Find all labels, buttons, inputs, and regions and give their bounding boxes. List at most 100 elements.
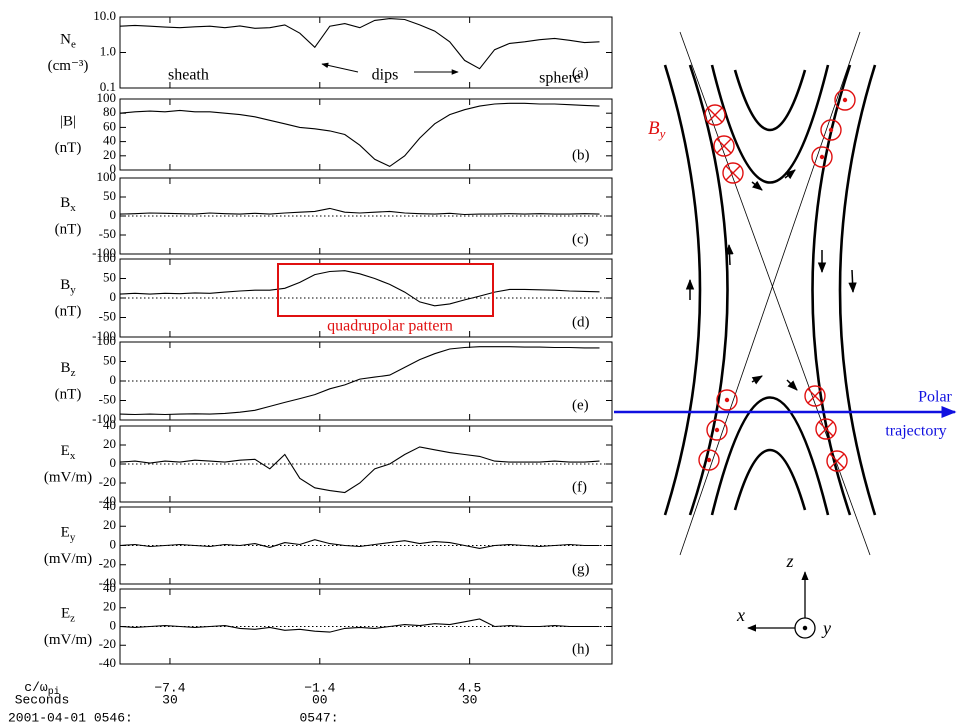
out-of-page-symbol (811, 146, 833, 168)
y-tick-label: 40 (103, 580, 116, 595)
panel-label: (c) (572, 231, 589, 247)
axis-symbol: z (785, 551, 793, 571)
data-line (119, 618, 600, 633)
field-line (688, 64, 729, 516)
panel-label: (g) (572, 561, 590, 577)
y-tick-label: 0 (110, 207, 117, 222)
y-tick-label: 0 (110, 372, 117, 387)
norm-label-sub: pi (48, 686, 60, 698)
field-line (710, 64, 830, 184)
panel-label: (f) (572, 479, 587, 495)
out-of-page-symbol (698, 449, 720, 471)
data-line (119, 102, 600, 168)
y-tick-label: 0.1 (100, 79, 116, 94)
y-tick-label: 20 (103, 436, 116, 451)
y-tick-label: 40 (103, 133, 116, 148)
into-page-symbol (804, 385, 826, 407)
y-tick-label: 20 (103, 599, 116, 614)
y-tick-label: 80 (103, 104, 116, 119)
y-tick-label: -20 (99, 556, 116, 571)
separatrix (679, 31, 861, 556)
y-tick-label: -50 (99, 226, 116, 241)
annotation: sphere (539, 70, 581, 87)
y-axis-symbol (794, 617, 816, 639)
y-tick-label: 1.0 (100, 43, 116, 58)
data-line (119, 207, 600, 216)
y-tick-label: -50 (99, 391, 116, 406)
y-axis-unit: (mV/m) (44, 551, 92, 567)
y-axis-unit: (nT) (55, 386, 82, 402)
data-line (119, 270, 600, 307)
out-of-page-symbol (834, 89, 856, 111)
y-tick-label: -20 (99, 636, 116, 651)
annotation: sheath (168, 67, 209, 84)
panel-label: (a) (572, 65, 589, 81)
panel-frame (119, 425, 613, 503)
y-axis-label: Ez (61, 606, 75, 624)
x-tick-label: 30 (162, 692, 178, 707)
out-of-page-symbol (820, 119, 842, 141)
y-axis-unit: (nT) (55, 221, 82, 237)
y-tick-label: 0 (110, 536, 117, 551)
y-axis-label-main: E (61, 606, 70, 622)
date-label: 2001-04-01 0546: (8, 710, 133, 725)
y-axis-label: Ey (61, 525, 76, 543)
field-label-main: B (648, 118, 660, 139)
y-axis-label-main: B (60, 195, 70, 211)
into-page-symbol (722, 162, 744, 184)
y-axis-label: Ex (61, 443, 76, 461)
panel-label: (e) (572, 397, 589, 413)
annotation: dips (372, 67, 399, 84)
flow-arrow (725, 243, 734, 266)
field-label: By (648, 118, 666, 141)
y-axis-label-sub: z (70, 612, 75, 624)
y-tick-label: -40 (99, 655, 116, 670)
y-axis-label-main: B (60, 277, 70, 293)
x-tick-label: 00 (312, 692, 328, 707)
axis-symbol: y (821, 618, 831, 638)
data-line (119, 539, 600, 549)
y-tick-label: 0 (110, 289, 117, 304)
field-line (733, 448, 807, 511)
y-axis-label-main: E (61, 443, 70, 459)
y-axis-label-sub: z (71, 367, 76, 379)
panel-frame (119, 98, 613, 171)
norm-label-main: c/ω (24, 680, 48, 695)
time-axis-label: Seconds (15, 692, 70, 707)
y-tick-label: 0 (110, 617, 117, 632)
field-line (663, 64, 702, 516)
trajectory-label: Polar (918, 389, 952, 406)
flow-arrow (784, 169, 796, 180)
y-tick-label: 0 (110, 455, 117, 470)
y-tick-label: -100 (92, 245, 116, 260)
panel-frame (119, 341, 613, 421)
highlight-box (277, 263, 494, 317)
out-of-page-symbol (706, 419, 728, 441)
norm-tick-label: −1.4 (304, 680, 335, 695)
panel-label: (h) (572, 641, 590, 657)
y-tick-label: -40 (99, 575, 116, 590)
field-label-sub: y (658, 126, 666, 141)
y-axis-label-main: B (61, 360, 71, 376)
into-page-symbol (815, 418, 837, 440)
y-axis-unit: (nT) (55, 303, 82, 319)
flow-arrow (751, 180, 763, 191)
norm-axis-label: c/ωpi (24, 680, 59, 697)
field-line (838, 64, 877, 516)
y-axis-label-sub: x (70, 450, 76, 462)
flow-arrow (848, 269, 857, 294)
y-tick-label: -100 (92, 411, 116, 426)
field-line (733, 69, 807, 132)
into-page-symbol (713, 135, 735, 157)
y-axis-dot (802, 625, 808, 631)
into-page-symbol (826, 450, 848, 472)
data-line (119, 18, 600, 70)
y-tick-label: 40 (103, 498, 116, 513)
panel-label: (b) (572, 147, 590, 163)
y-axis-label: Ne (60, 32, 76, 50)
y-tick-label: 20 (103, 517, 116, 532)
x-tick-label: 30 (462, 692, 478, 707)
y-axis-label-main: |B| (60, 114, 76, 130)
